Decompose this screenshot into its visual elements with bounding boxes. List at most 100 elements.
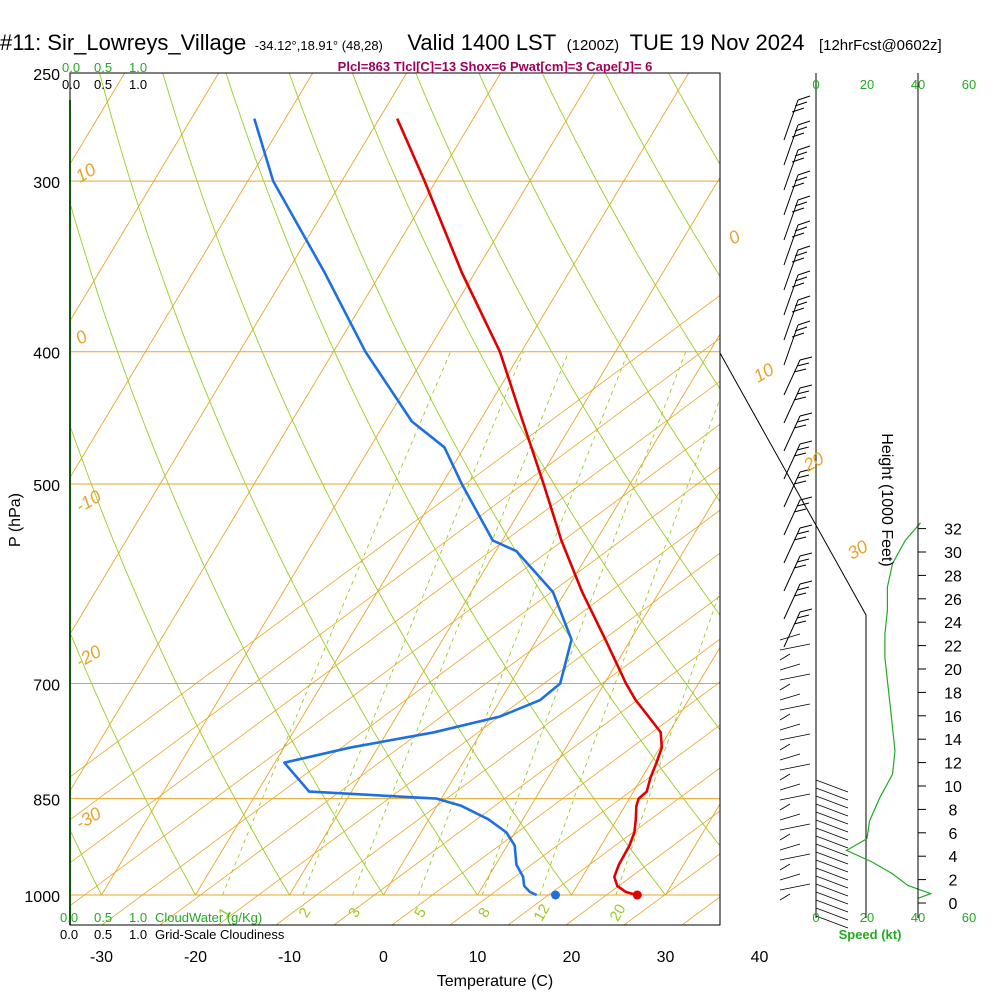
height-tick-26: 26: [944, 592, 962, 609]
height-tick-22: 22: [944, 639, 962, 656]
bottom-speed-40: 40: [911, 910, 925, 925]
pressure-tick-850: 850: [33, 793, 60, 810]
wind-barb-flag: [794, 326, 808, 332]
dry-adiabat-50: [351, 73, 720, 731]
wind-barb: [815, 875, 849, 889]
wind-barb-flag: [796, 530, 810, 535]
dry-adiabat-grid-line: [217, 552, 720, 925]
wind-barb-flag: [797, 95, 811, 101]
wind-barb-flag: [794, 126, 808, 132]
wind-barb-flag: [793, 620, 807, 625]
wind-barb-flag: [791, 207, 805, 213]
wind-barb-flag: [796, 390, 810, 395]
bottom-speed-20: 20: [860, 910, 874, 925]
height-tick-16: 16: [944, 709, 962, 726]
pressure-ticks: 250 300 400 500 700 850 1000: [24, 67, 60, 906]
temp-tick-40: 40: [751, 949, 769, 966]
bottom-cloudwater-05: 0.5: [94, 910, 112, 925]
wind-speed-curve: [845, 522, 933, 899]
wind-barb-flag: [794, 176, 808, 182]
dry-adiabat-grid-line: [507, 767, 720, 925]
wind-barb-flag: [791, 182, 805, 188]
surface-dewpoint-marker: [551, 890, 561, 900]
wind-barb: [779, 783, 801, 791]
wind-barb: [783, 174, 799, 216]
temp-tick--30: -30: [90, 949, 113, 966]
height-tick-18: 18: [944, 685, 962, 702]
wind-barb-flag: [799, 496, 813, 501]
top-speed-60: 60: [962, 77, 976, 92]
isotherm-lines: [70, 73, 720, 925]
wind-barb: [779, 753, 801, 761]
forecast-run: [12hrFcst@0602z]: [819, 37, 942, 54]
wind-barb: [779, 823, 811, 831]
wind-barb-flag: [799, 356, 813, 361]
wind-barb-flag: [794, 226, 808, 232]
wind-barb-flag: [794, 276, 808, 282]
wind-barb-flag: [797, 270, 811, 276]
bottom-cloudwater-label: CloudWater (g/Kg): [155, 910, 262, 925]
temp-tick-20: 20: [563, 949, 581, 966]
pressure-tick-300: 300: [33, 175, 60, 192]
wind-barb: [815, 899, 849, 913]
top-speed-40: 40: [911, 77, 925, 92]
wind-barb: [815, 907, 849, 921]
pressure-tick-400: 400: [33, 346, 60, 363]
bottom-speed-0: 0: [812, 910, 819, 925]
bottom-cloudwater-1: 1.0: [129, 910, 147, 925]
wind-barb: [779, 673, 811, 681]
dry-adiabat-30: [225, 73, 666, 896]
wind-barb: [779, 703, 811, 711]
wind-barb-flag: [791, 132, 805, 138]
wind-barb-flag: [793, 452, 807, 457]
wind-barb: [783, 99, 799, 141]
wind-barb-flag: [796, 474, 810, 479]
wind-barb: [783, 249, 799, 291]
wind-barb: [815, 779, 849, 793]
isotherm--60: [70, 73, 314, 479]
dry-adiabat-grid-line: [159, 509, 720, 925]
dry-adiabat--20: [70, 631, 196, 896]
wind-barb: [779, 733, 811, 741]
wind-barb: [815, 827, 849, 841]
mixing-ratio-label-12: 12: [530, 901, 553, 924]
wind-barb-flag: [794, 151, 808, 157]
wind-barb: [815, 883, 849, 897]
wind-barb-flag: [799, 552, 813, 557]
height-tick-0: 0: [949, 896, 958, 913]
dry-adiabat-grid-line: [333, 638, 720, 925]
bottom-cloudiness-05: 0.5: [94, 927, 112, 942]
wind-barb: [779, 743, 791, 751]
temp-tick-30: 30: [657, 949, 675, 966]
wind-barb: [779, 723, 801, 731]
top-cloudwater-1: 1.0: [129, 60, 147, 75]
wind-barb-flag: [793, 508, 807, 513]
pressure-tick-500: 500: [33, 478, 60, 495]
dry-adiabat-grid-line: [70, 294, 720, 778]
height-tick-24: 24: [944, 615, 962, 632]
temp-tick-0: 0: [379, 949, 388, 966]
zulu-time: (1200Z): [567, 37, 620, 54]
wind-barb: [815, 915, 849, 929]
wind-barb-flag: [797, 145, 811, 151]
wind-barb: [815, 867, 849, 881]
wind-barb: [779, 653, 791, 661]
plot-frame: [69, 72, 721, 926]
surface-temperature-marker: [632, 890, 642, 900]
wind-barb: [779, 833, 791, 841]
wind-panel: [719, 73, 933, 929]
wind-barb-flag: [797, 170, 811, 176]
wind-barb: [783, 324, 799, 366]
wind-barb-flag: [793, 480, 807, 485]
top-cloudiness-0: 0.0: [62, 77, 80, 92]
valid-date: TUE 19 Nov 2024: [630, 30, 805, 55]
stability-indices: Plcl=863 Tlcl[C]=13 Shox=6 Pwat[cm]=3 Ca…: [338, 59, 653, 74]
height-tick-28: 28: [944, 568, 962, 585]
top-cloudwater-0: 0.0: [62, 60, 80, 75]
wind-barb-flag: [796, 446, 810, 451]
wind-barb-flag: [791, 282, 805, 288]
wind-barb-flag: [794, 301, 808, 307]
temp-tick--10: -10: [278, 949, 301, 966]
